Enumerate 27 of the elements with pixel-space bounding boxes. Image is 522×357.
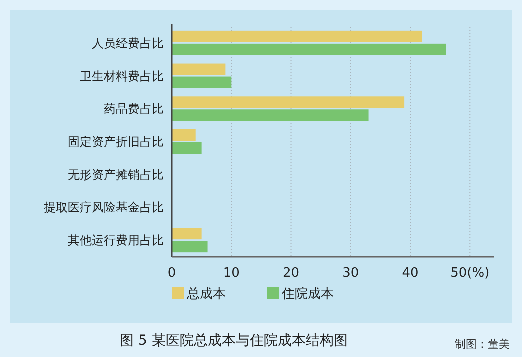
x-tick-label: 0 [168,266,176,281]
bar [172,142,202,154]
bar [172,228,202,240]
y-tick-label: 其他运行费用占比 [68,234,164,248]
legend-label: 住院成本 [281,287,334,302]
text: 制图：董美 [455,338,510,351]
text: 图 5 某医院总成本与住院成本结构图 [120,333,348,349]
bar [172,241,208,253]
bar [172,130,196,141]
legend-label: 总成本 [186,287,226,302]
bar [172,30,422,42]
bar [172,96,405,108]
y-tick-label: 药品费占比 [104,102,164,116]
y-tick-label: 固定资产折旧占比 [68,135,164,149]
bar [172,64,226,76]
x-tick-label: 10 [223,266,240,281]
x-tick-label: 40 [402,266,419,281]
y-tick-label: 无形资产摊销占比 [68,168,164,182]
y-tick-label: 人员经费占比 [92,36,164,50]
x-tick-label: 30 [342,266,360,281]
y-tick-label: 提取医疗风险基金占比 [44,200,164,215]
bar [172,76,232,88]
bar [172,44,446,56]
x-tick-label: 20 [282,266,300,281]
x-tick-label: 50(%) [450,266,490,281]
y-tick-label: 卫生材料费占比 [80,69,164,84]
bar [172,110,369,122]
